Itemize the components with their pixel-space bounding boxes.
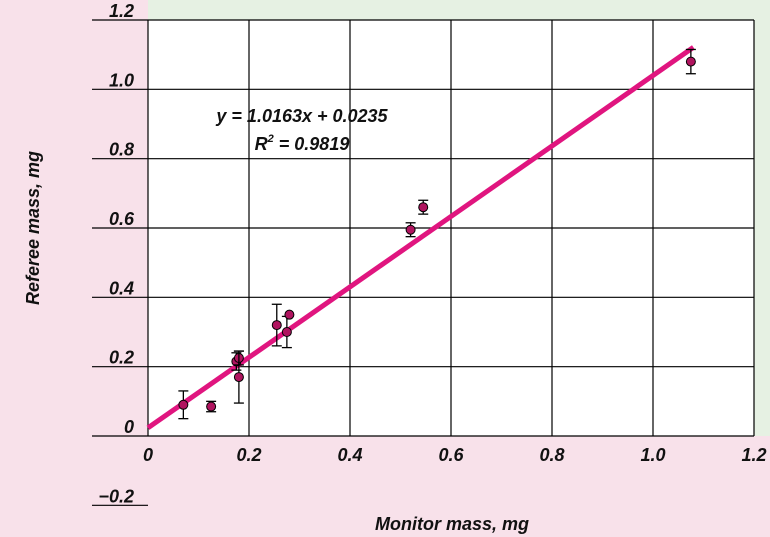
r2-exponent: 2 xyxy=(267,133,274,145)
data-point xyxy=(418,202,429,213)
y-tick-label: 0.8 xyxy=(109,140,134,160)
r2-value: = 0.9819 xyxy=(274,134,350,154)
data-point xyxy=(284,309,295,320)
x-tick-label: 0 xyxy=(143,445,153,465)
grid xyxy=(92,19,755,506)
data-point xyxy=(271,320,282,331)
data-point xyxy=(178,399,189,410)
y-tick-label: 1.2 xyxy=(109,1,134,21)
data-points xyxy=(178,48,696,420)
x-tick-label: 0.8 xyxy=(539,445,564,465)
data-point xyxy=(233,372,244,383)
y-tick-label: −0.2 xyxy=(98,486,134,506)
data-point xyxy=(405,224,416,235)
x-tick-label: 0.4 xyxy=(337,445,362,465)
tick-labels: 0 0.2 0.4 0.6 0.8 1.0 1.2 −0.2 0 0.2 0.4 0.6 0.8 1.0 1… xyxy=(98,1,766,506)
y-tick-label: 0.6 xyxy=(109,209,135,229)
data-point xyxy=(685,56,696,67)
data-point xyxy=(281,327,292,337)
y-tick-label: 0 xyxy=(124,417,134,437)
r2-label: R2 = 0.9819 xyxy=(255,133,350,154)
x-tick-label: 1.2 xyxy=(741,445,766,465)
bottom-band xyxy=(0,436,770,537)
x-tick-label: 0.2 xyxy=(236,445,261,465)
y-tick-label: 0.4 xyxy=(109,278,134,298)
y-tick-label: 0.2 xyxy=(109,348,134,368)
data-point xyxy=(206,401,217,412)
r2-prefix: R xyxy=(255,134,268,154)
y-axis-title: Referee mass, mg xyxy=(23,151,43,305)
x-tick-label: 1.0 xyxy=(640,445,665,465)
y-tick-label: 1.0 xyxy=(109,70,134,90)
equation-label: y = 1.0163x + 0.0235 xyxy=(215,106,388,126)
x-axis-title: Monitor mass, mg xyxy=(375,514,529,534)
x-tick-label: 0.6 xyxy=(438,445,464,465)
